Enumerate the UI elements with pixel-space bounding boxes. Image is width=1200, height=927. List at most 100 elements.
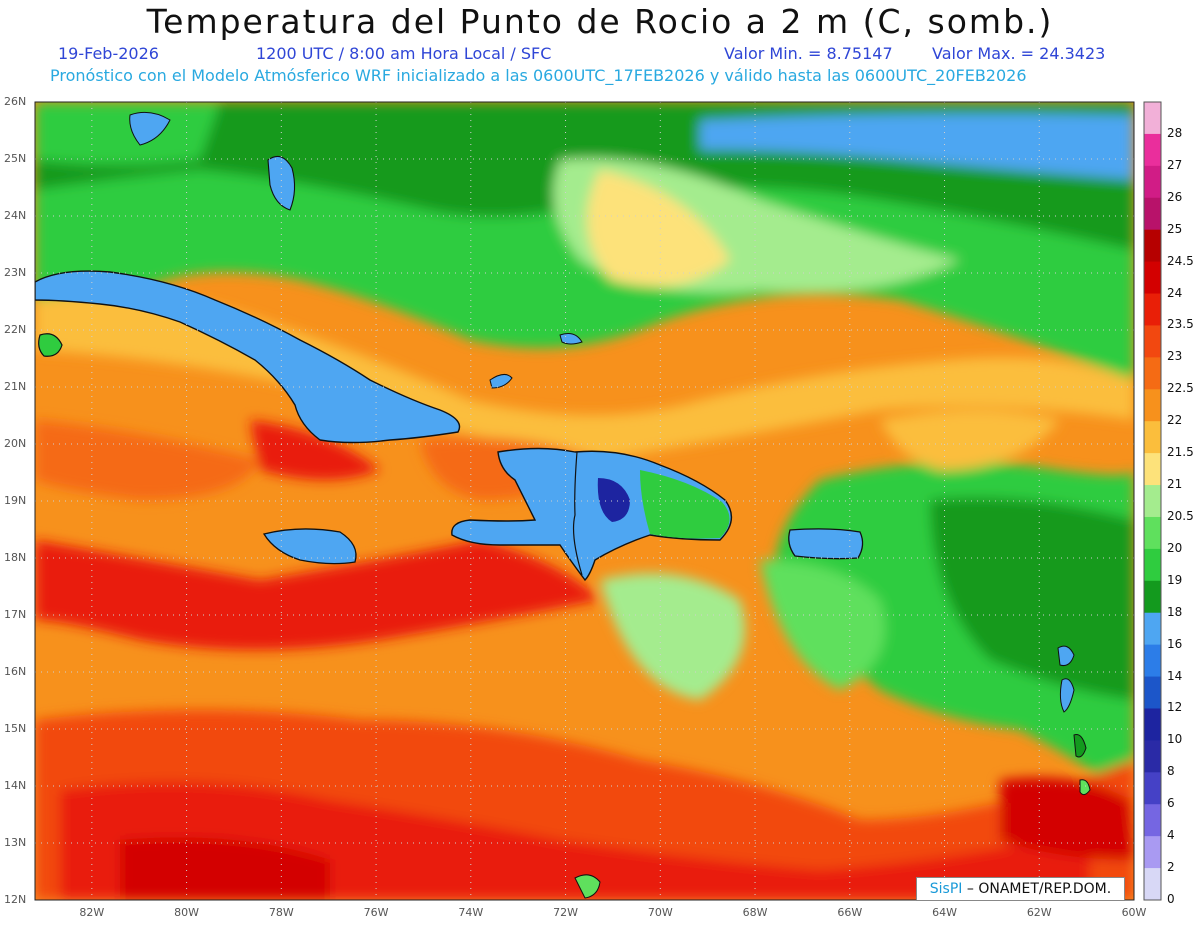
colorbar-label: 26	[1167, 189, 1183, 204]
colorbar-swatch	[1144, 580, 1161, 614]
lon-label: 66W	[837, 906, 863, 919]
colorbar-label: 21.5	[1167, 445, 1194, 460]
lat-label: 12N	[4, 893, 27, 906]
lon-label: 80W	[174, 906, 200, 919]
map-frame	[34, 101, 1135, 901]
colorbar-swatch	[1144, 868, 1161, 901]
colorbar-swatch	[1144, 485, 1161, 518]
lat-label: 22N	[4, 323, 27, 336]
min-value-label: Valor Min. = 8.75147	[724, 44, 893, 63]
lesser-antilles-3	[1073, 734, 1087, 758]
colorbar-label: 24	[1167, 285, 1183, 300]
date-label: 19-Feb-2026	[58, 44, 159, 63]
colorbar-label: 16	[1167, 636, 1183, 651]
lon-label: 76W	[363, 906, 389, 919]
colorbar-swatch	[1144, 389, 1161, 422]
colorbar-swatch	[1144, 229, 1161, 263]
colorbar-label: 23	[1167, 349, 1183, 364]
lesser-antilles-2	[1059, 678, 1075, 713]
colorbar-frame	[1143, 101, 1162, 901]
colorbar-label: 0	[1167, 892, 1175, 906]
map-title: Temperatura del Punto de Rocio a 2 m (C,…	[146, 2, 1054, 41]
colorbar-swatch	[1144, 676, 1161, 709]
puerto-rico-landmass	[788, 528, 864, 560]
colorbar-label: 21	[1167, 477, 1183, 492]
south-america-coast	[574, 874, 601, 899]
lon-label: 70W	[647, 906, 673, 919]
color-scale-bar	[1143, 101, 1162, 901]
lat-label: 25N	[4, 152, 27, 165]
jamaica-landmass	[262, 528, 357, 565]
colorbar-swatch	[1144, 644, 1161, 678]
colorbar-label: 22	[1167, 413, 1183, 428]
colorbar-label: 20.5	[1167, 508, 1194, 523]
colorbar-swatch	[1144, 804, 1161, 837]
colorbar-swatch	[1144, 708, 1161, 741]
small-cay-1	[489, 374, 513, 389]
lon-label: 74W	[458, 906, 484, 919]
colorbar-swatch	[1144, 165, 1161, 199]
colorbar-swatch	[1144, 325, 1161, 358]
colorbar-label: 18	[1167, 604, 1183, 619]
colorbar-label: 27	[1167, 157, 1183, 172]
land-masses	[35, 111, 1091, 899]
colorbar-swatch	[1144, 453, 1161, 486]
colorbar-swatch	[1144, 102, 1161, 135]
colorbar-swatch	[1144, 772, 1161, 805]
graticule	[35, 102, 1134, 900]
colorbar-label: 14	[1167, 668, 1183, 683]
cuba-landmass	[35, 270, 461, 444]
hispaniola-green-east	[640, 470, 730, 539]
lat-label: 16N	[4, 665, 27, 678]
lat-label: 24N	[4, 209, 27, 222]
colorbar-swatch	[1144, 197, 1161, 231]
colorbar-swatch	[1144, 421, 1161, 454]
colorbar-swatch	[1144, 293, 1161, 326]
florida-keys	[129, 111, 171, 146]
colorbar-label: 12	[1167, 700, 1183, 715]
lon-label: 78W	[268, 906, 294, 919]
colorbar-swatch	[1144, 836, 1161, 869]
colorbar-swatch	[1144, 740, 1161, 773]
colorbar-swatch	[1144, 261, 1161, 295]
lesser-antilles-1	[1057, 645, 1075, 666]
lon-label: 60W	[1121, 906, 1147, 919]
lat-label: 21N	[4, 380, 27, 393]
colorbar-label: 4	[1167, 828, 1175, 843]
trinidad-tobago	[1079, 779, 1091, 796]
lat-label: 18N	[4, 551, 27, 564]
credit-text: – ONAMET/REP.DOM.	[962, 881, 1112, 897]
brand-label: SisPI	[929, 881, 963, 897]
lat-label: 13N	[4, 836, 27, 849]
isla-juventud	[38, 333, 63, 357]
lat-label: 19N	[4, 494, 27, 507]
lon-label: 64W	[932, 906, 957, 919]
lat-label: 20N	[4, 437, 27, 450]
colorbar-label: 25	[1167, 221, 1183, 236]
credit-box: SisPI – ONAMET/REP.DOM.	[916, 877, 1125, 901]
lat-label: 23N	[4, 266, 27, 279]
lon-label: 68W	[742, 906, 768, 919]
colorbar-label: 8	[1167, 764, 1175, 779]
lon-label: 62W	[1026, 906, 1052, 919]
colorbar-label: 24.5	[1167, 253, 1194, 268]
max-value-label: Valor Max. = 24.3423	[932, 44, 1106, 63]
colorbar-swatch	[1144, 612, 1161, 646]
andros-island	[267, 155, 296, 211]
lat-label: 17N	[4, 608, 27, 621]
cordillera-central-low	[597, 478, 630, 522]
lon-label: 82W	[79, 906, 105, 919]
colorbar-label: 23.5	[1167, 317, 1194, 332]
colorbar-swatch	[1144, 133, 1161, 167]
lat-label: 15N	[4, 722, 27, 735]
colorbar-swatch	[1144, 357, 1161, 390]
colorbar-label: 22.5	[1167, 381, 1194, 396]
colorbar-label: 28	[1167, 125, 1183, 140]
colorbar-swatch	[1144, 516, 1161, 550]
hispaniola-border	[572, 451, 583, 576]
colorbar-label: 6	[1167, 796, 1175, 811]
model-info-label: Pronóstico con el Modelo Atmósferico WRF…	[50, 66, 1027, 85]
colorbar-label: 10	[1167, 732, 1183, 747]
colorbar-label: 20	[1167, 540, 1183, 555]
